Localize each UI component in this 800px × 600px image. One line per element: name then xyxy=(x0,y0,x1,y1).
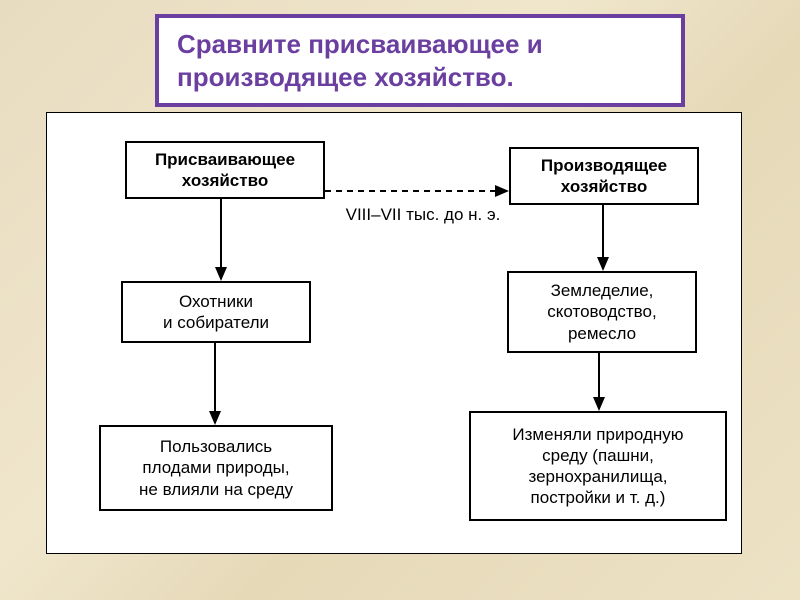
title-text: Сравните присваивающее и производящее хо… xyxy=(177,28,663,93)
node-text: Охотникии собиратели xyxy=(163,291,269,334)
node-text: Изменяли природнуюсреду (пашни,зернохран… xyxy=(512,424,683,509)
middle-edge-label: VIII–VII тыс. до н. э. xyxy=(335,205,511,225)
node-appropriating: Присваивающеехозяйство xyxy=(125,141,325,199)
node-agriculture: Земледелие,скотоводство,ремесло xyxy=(507,271,697,353)
node-changed-env: Изменяли природнуюсреду (пашни,зернохран… xyxy=(469,411,727,521)
title-box: Сравните присваивающее и производящее хо… xyxy=(155,14,685,107)
node-text: Присваивающеехозяйство xyxy=(155,149,295,192)
node-used-nature: Пользовалисьплодами природы,не влияли на… xyxy=(99,425,333,511)
node-producing: Производящеехозяйство xyxy=(509,147,699,205)
node-text: Земледелие,скотоводство,ремесло xyxy=(547,280,656,344)
node-text: Пользовалисьплодами природы,не влияли на… xyxy=(139,436,293,500)
node-text: Производящеехозяйство xyxy=(541,155,667,198)
diagram-panel: Присваивающеехозяйство Производящеехозяй… xyxy=(46,112,742,554)
node-hunters: Охотникии собиратели xyxy=(121,281,311,343)
